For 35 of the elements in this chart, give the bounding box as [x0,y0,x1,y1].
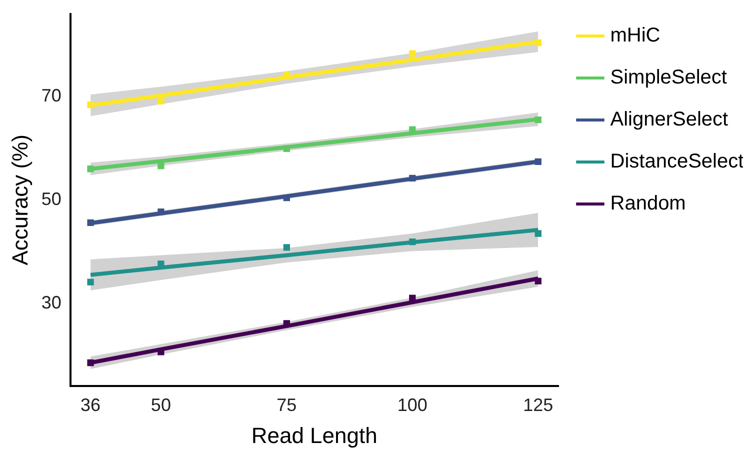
y-axis-title: Accuracy (%) [7,134,32,266]
point [534,278,542,284]
x-axis-title: Read Length [251,422,378,448]
legend-label: Random [610,192,686,215]
point [87,166,94,172]
point [534,116,542,124]
point [409,238,416,246]
point [283,244,290,251]
point [87,359,94,366]
legend-label: SimpleSelect [610,66,728,89]
legend-label: mHiC [610,24,660,47]
x-tick-label: 50 [150,394,171,415]
point [87,278,94,286]
x-tick-label: 100 [397,394,428,415]
point [409,174,416,182]
point [158,162,164,170]
point [409,294,416,302]
y-tick-label: 30 [41,292,62,312]
y-tick-label: 70 [41,85,62,106]
point [283,145,290,152]
point [283,194,290,202]
x-tick-label: 75 [276,394,297,415]
point [534,230,542,237]
point [158,98,164,104]
x-tick-label: 36 [80,394,101,415]
point [534,158,542,165]
y-tick-label: 50 [41,188,62,209]
point [158,208,164,216]
point [87,101,94,108]
point [87,219,94,226]
legend-label: AlignerSelect [610,108,729,131]
point [409,126,416,133]
point [534,39,542,46]
point [409,50,416,57]
x-tick-label: 125 [523,394,554,415]
